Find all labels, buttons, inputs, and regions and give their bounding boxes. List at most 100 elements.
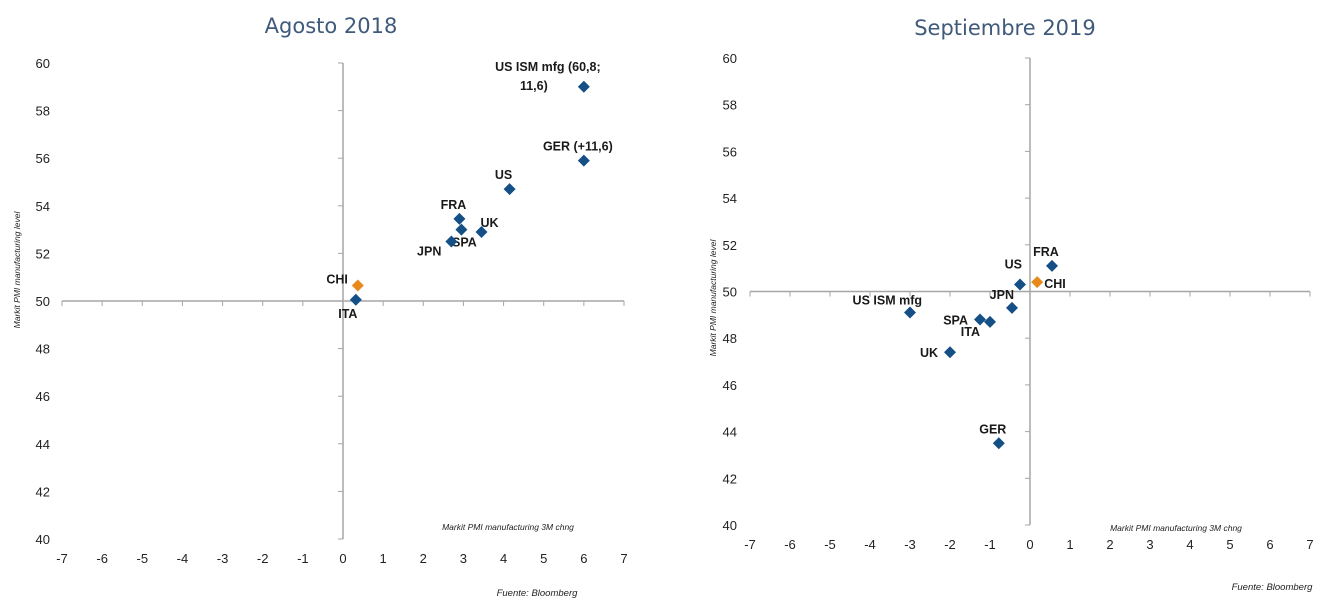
data-point-ger bbox=[577, 154, 590, 167]
y-tick-label: 58 bbox=[36, 104, 50, 119]
y-tick-label: 44 bbox=[723, 425, 737, 440]
data-label: SPA bbox=[452, 236, 477, 250]
data-point-fra bbox=[453, 212, 466, 225]
y-tick-label: 50 bbox=[36, 294, 50, 309]
x-tick-label: 4 bbox=[500, 551, 507, 566]
y-tick-label: 46 bbox=[723, 378, 737, 393]
data-label: CHI bbox=[326, 273, 348, 287]
y-axis-title: Markit PMI manufacturing level bbox=[12, 211, 22, 329]
x-tick-label: -7 bbox=[744, 537, 756, 552]
y-tick-label: 40 bbox=[723, 518, 737, 533]
data-point-spa bbox=[455, 223, 468, 236]
data-label: US ISM mfg (60,8; bbox=[495, 60, 601, 74]
x-tick-label: 4 bbox=[1186, 537, 1193, 552]
y-tick-label: 44 bbox=[36, 437, 50, 452]
data-point-chi bbox=[1031, 276, 1044, 289]
data-label: JPN bbox=[417, 245, 441, 259]
y-tick-label: 54 bbox=[36, 199, 50, 214]
chart-septiembre-2019: Septiembre 2019-7 -6 -5 -4 -3 -2 -1 0 1 2 3 4 5 6 7404… bbox=[708, 16, 1314, 593]
data-point-uk bbox=[944, 346, 956, 359]
data-label: 11,6) bbox=[520, 79, 548, 93]
y-tick-label: 48 bbox=[723, 331, 737, 346]
source-note: Fuente: Bloomberg bbox=[1232, 582, 1314, 593]
x-tick-label: 2 bbox=[420, 551, 427, 566]
data-point-us bbox=[904, 306, 916, 319]
data-label: FRA bbox=[441, 198, 467, 212]
x-tick-label: -4 bbox=[177, 551, 189, 566]
y-tick-label: 60 bbox=[36, 56, 50, 71]
data-label: FRA bbox=[1033, 245, 1059, 259]
data-point-chi bbox=[351, 279, 364, 292]
x-tick-label: -3 bbox=[217, 551, 229, 566]
x-tick-label: 1 bbox=[1066, 537, 1073, 552]
data-point-fra bbox=[1046, 259, 1058, 272]
x-tick-label: 5 bbox=[540, 551, 547, 566]
data-label: GER bbox=[979, 422, 1006, 436]
data-label: ITA bbox=[338, 307, 357, 321]
data-label: JPN bbox=[990, 288, 1014, 302]
x-tick-label: 3 bbox=[1146, 537, 1153, 552]
y-tick-label: 56 bbox=[723, 144, 737, 159]
data-label: CHI bbox=[1044, 277, 1066, 291]
x-tick-label: -2 bbox=[257, 551, 269, 566]
data-point-jpn bbox=[1006, 301, 1018, 314]
x-axis-title: Markit PMI manufacturing 3M chng bbox=[442, 522, 574, 532]
y-tick-label: 42 bbox=[723, 471, 737, 486]
data-point-uk bbox=[475, 225, 488, 238]
data-label: ITA bbox=[961, 325, 980, 339]
y-tick-label: 46 bbox=[36, 389, 50, 404]
data-point-spa bbox=[974, 313, 986, 326]
y-tick-label: 58 bbox=[723, 98, 737, 113]
y-tick-label: 56 bbox=[36, 151, 50, 166]
x-tick-label: -6 bbox=[96, 551, 108, 566]
data-point-us bbox=[577, 80, 590, 93]
data-label: US ISM mfg bbox=[853, 294, 922, 308]
data-point-us bbox=[1014, 278, 1026, 291]
x-tick-label: 6 bbox=[580, 551, 587, 566]
data-label: US bbox=[1005, 257, 1022, 271]
x-tick-label: -7 bbox=[56, 551, 68, 566]
chart-agosto-2018: Agosto 2018-7 -6 -5 -4 -3 -2 -1 0 1 2 3 4 5 6 74042444… bbox=[12, 14, 628, 599]
y-axis-title: Markit PMI manufacturing level bbox=[708, 239, 718, 357]
data-point-ger bbox=[992, 437, 1005, 450]
x-tick-label: 7 bbox=[1306, 537, 1313, 552]
data-label: US bbox=[495, 168, 512, 182]
data-point-ita bbox=[349, 293, 362, 306]
data-point-ita bbox=[984, 315, 996, 328]
x-axis-title: Markit PMI manufacturing 3M chng bbox=[1110, 523, 1242, 533]
source-note: Fuente: Bloomberg bbox=[497, 588, 579, 599]
y-tick-label: 54 bbox=[723, 191, 737, 206]
x-tick-label: 0 bbox=[339, 551, 346, 566]
chart-title: Agosto 2018 bbox=[265, 14, 398, 38]
x-tick-label: -5 bbox=[137, 551, 149, 566]
x-tick-label: 5 bbox=[1226, 537, 1233, 552]
y-tick-label: 52 bbox=[723, 238, 737, 253]
x-tick-label: -5 bbox=[824, 537, 836, 552]
chart-title: Septiembre 2019 bbox=[914, 16, 1096, 40]
y-tick-label: 52 bbox=[36, 246, 50, 261]
x-tick-label: -1 bbox=[984, 537, 996, 552]
x-tick-label: -6 bbox=[784, 537, 796, 552]
x-tick-label: 1 bbox=[380, 551, 387, 566]
data-label: GER (+11,6) bbox=[543, 140, 613, 154]
y-tick-label: 48 bbox=[36, 342, 50, 357]
x-tick-label: 2 bbox=[1106, 537, 1113, 552]
data-label: UK bbox=[920, 346, 938, 360]
x-tick-label: -3 bbox=[904, 537, 916, 552]
data-label: SPA bbox=[943, 314, 968, 328]
y-tick-label: 40 bbox=[36, 532, 50, 547]
x-tick-label: -2 bbox=[944, 537, 956, 552]
y-tick-label: 60 bbox=[723, 51, 737, 66]
x-tick-label: 7 bbox=[620, 551, 627, 566]
x-tick-label: -4 bbox=[864, 537, 876, 552]
x-tick-label: 6 bbox=[1266, 537, 1273, 552]
x-tick-label: -1 bbox=[297, 551, 309, 566]
y-tick-label: 50 bbox=[723, 285, 737, 300]
x-tick-label: 0 bbox=[1026, 537, 1033, 552]
x-tick-label: 3 bbox=[460, 551, 467, 566]
y-tick-label: 42 bbox=[36, 484, 50, 499]
data-point-jpn bbox=[445, 235, 458, 248]
data-label: UK bbox=[480, 216, 498, 230]
data-point-us bbox=[503, 183, 516, 196]
